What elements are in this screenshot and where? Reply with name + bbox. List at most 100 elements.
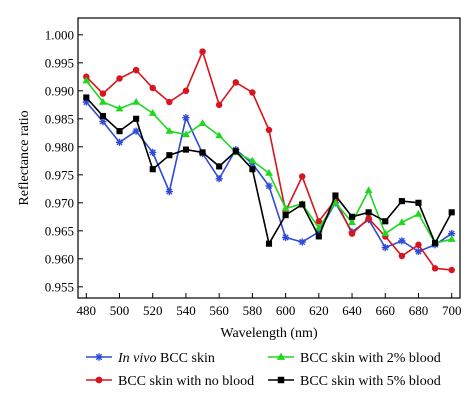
data-point — [215, 175, 223, 183]
series-4 — [83, 94, 455, 247]
x-tick-label: 600 — [276, 303, 296, 318]
y-tick-label: 0.995 — [45, 55, 74, 70]
data-point — [149, 148, 157, 156]
data-point — [99, 112, 106, 120]
data-point — [116, 75, 123, 82]
data-point — [148, 109, 157, 116]
x-tick-label: 480 — [77, 303, 97, 318]
legend: In vivo BCC skin BCC skin with no blood BC… — [86, 351, 441, 389]
data-point — [166, 98, 173, 106]
y-axis: 0.955 0.960 0.965 0.970 0.975 0.980 0.985 0.990… — [45, 27, 83, 294]
data-point — [116, 128, 123, 135]
data-point — [98, 97, 107, 105]
data-point — [315, 233, 322, 240]
data-point — [249, 89, 256, 96]
x-tick-label: 520 — [143, 303, 163, 318]
data-point — [249, 166, 256, 173]
data-point — [232, 79, 240, 86]
data-point — [265, 126, 273, 134]
y-tick-label: 0.970 — [45, 195, 74, 210]
data-point — [132, 97, 141, 105]
data-point — [248, 156, 257, 164]
x-tick-label: 680 — [409, 303, 429, 318]
x-tick-label: 660 — [376, 303, 396, 318]
x-tick-label: 500 — [110, 303, 130, 318]
data-point — [182, 87, 190, 95]
series-2 — [83, 48, 455, 274]
data-point — [348, 218, 356, 226]
y-tick-label: 0.965 — [45, 223, 74, 238]
data-point — [132, 66, 140, 74]
data-point — [382, 218, 389, 225]
data-point — [298, 173, 306, 180]
series-1 — [82, 98, 456, 256]
data-point — [447, 235, 456, 242]
data-point — [314, 223, 323, 231]
legend-item: BCC skin with 5% blood — [268, 374, 441, 389]
data-point — [95, 376, 103, 384]
data-point — [298, 238, 306, 246]
data-point — [276, 352, 286, 360]
data-point — [348, 213, 356, 220]
data-point — [216, 163, 223, 170]
data-point — [364, 186, 373, 194]
data-point — [381, 229, 390, 237]
series-layer — [82, 48, 456, 274]
data-point — [132, 127, 140, 135]
data-point — [398, 237, 406, 245]
data-point — [281, 204, 290, 212]
data-point — [198, 119, 207, 126]
y-tick-label: 1.000 — [45, 27, 74, 42]
data-point — [165, 188, 173, 196]
data-point — [365, 215, 372, 222]
data-point — [348, 230, 356, 237]
y-tick-label: 0.990 — [45, 83, 74, 98]
data-point — [83, 94, 90, 101]
data-point — [315, 218, 323, 225]
data-point — [398, 252, 406, 260]
data-point — [166, 152, 173, 159]
data-point — [414, 209, 423, 217]
data-point — [95, 353, 103, 361]
data-point — [282, 212, 289, 219]
data-point — [182, 114, 190, 122]
y-tick-label: 0.985 — [45, 111, 74, 126]
plot-frame — [77, 17, 461, 299]
data-point — [182, 146, 190, 153]
data-point — [282, 233, 290, 242]
data-point — [215, 131, 224, 139]
data-point — [149, 84, 156, 92]
series-3 — [82, 76, 456, 246]
data-point — [99, 118, 107, 126]
data-point — [133, 115, 140, 122]
data-point — [265, 240, 273, 247]
x-tick-label: 620 — [309, 303, 329, 318]
x-tick-label: 640 — [342, 303, 362, 318]
data-point — [448, 209, 455, 216]
data-point — [448, 266, 455, 274]
data-point — [299, 201, 306, 208]
x-tick-label: 700 — [442, 303, 462, 318]
legend-label: BCC skin with no blood — [118, 374, 254, 389]
data-point — [215, 101, 223, 109]
data-point — [265, 182, 273, 190]
x-tick-label: 560 — [209, 303, 229, 318]
data-point — [414, 247, 423, 256]
legend-label: BCC skin with 2% blood — [300, 351, 441, 366]
legend-item: BCC skin with 2% blood — [268, 351, 441, 366]
data-point — [365, 209, 372, 216]
series-line — [85, 101, 453, 253]
y-tick-label: 0.980 — [45, 139, 74, 154]
series-line — [85, 80, 452, 245]
data-point — [415, 241, 422, 249]
data-point — [398, 198, 405, 205]
data-point — [149, 166, 156, 173]
y-tick-label: 0.955 — [45, 279, 74, 294]
data-point — [99, 90, 107, 97]
data-point — [115, 138, 124, 146]
data-point — [165, 126, 174, 134]
data-point — [332, 192, 339, 199]
legend-label: In vivo BCC skin — [117, 351, 215, 366]
data-point — [431, 265, 439, 272]
